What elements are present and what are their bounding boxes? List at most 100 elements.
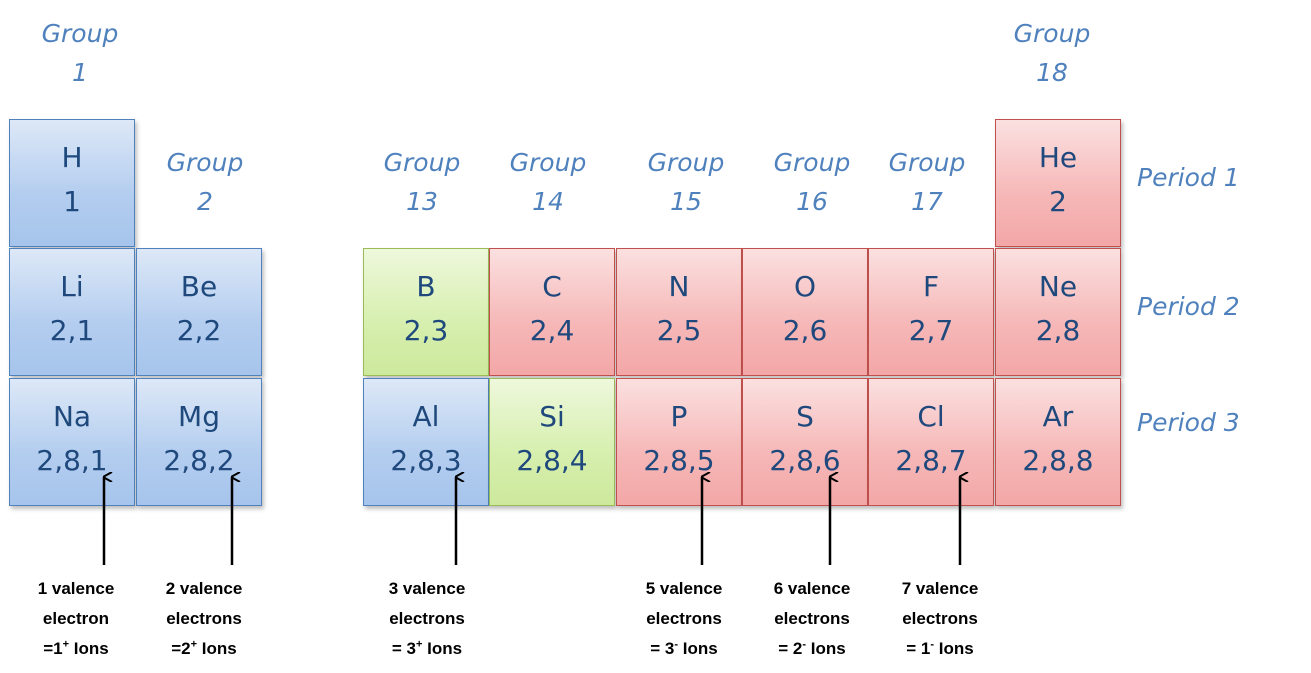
- group-label-1: Group 1: [20, 14, 140, 92]
- note-line: electrons: [902, 609, 978, 628]
- note-line: electrons: [646, 609, 722, 628]
- element-cell-n: N 2,5: [616, 248, 742, 376]
- element-symbol: S: [796, 400, 814, 433]
- note-charge: -: [674, 638, 679, 651]
- element-cell-h: H 1: [9, 119, 135, 247]
- group-word: Group: [383, 148, 461, 177]
- note-prefix: =1: [43, 639, 63, 658]
- element-cell-cl: Cl 2,8,7: [868, 378, 994, 506]
- note-charge: +: [190, 638, 198, 651]
- element-cell-be: Be 2,2: [136, 248, 262, 376]
- element-cell-s: S 2,8,6: [742, 378, 868, 506]
- group-word: Group: [1013, 19, 1091, 48]
- period-label-2: Period 2: [1137, 292, 1240, 321]
- element-symbol: Mg: [178, 400, 220, 433]
- group-label-14: Group 14: [488, 143, 608, 221]
- note-line: electrons: [166, 609, 242, 628]
- note-2-valence: 2 valence electrons =2+ Ions: [139, 574, 269, 664]
- element-config: 2,4: [529, 314, 575, 347]
- group-label-18: Group 18: [992, 14, 1112, 92]
- group-number: 14: [532, 187, 564, 216]
- element-config: 2,8,8: [1022, 444, 1094, 477]
- note-7-valence: 7 valence electrons = 1- Ions: [875, 574, 1005, 664]
- group-number: 17: [911, 187, 943, 216]
- group-label-13: Group 13: [362, 143, 482, 221]
- element-config: 2,8,4: [516, 444, 588, 477]
- element-symbol: He: [1038, 141, 1078, 174]
- note-line: 5 valence: [645, 579, 723, 598]
- period-label-3: Period 3: [1137, 408, 1240, 437]
- note-ion-line: = 1- Ions: [875, 634, 1005, 664]
- element-cell-si: Si 2,8,4: [489, 378, 615, 506]
- note-5-valence: 5 valence electrons = 3- Ions: [619, 574, 749, 664]
- element-symbol: F: [922, 270, 940, 303]
- element-config: 2,8,5: [643, 444, 715, 477]
- note-ion-line: =2+ Ions: [139, 634, 269, 664]
- note-prefix: = 3: [650, 639, 675, 658]
- element-cell-he: He 2: [995, 119, 1121, 247]
- note-charge: -: [930, 638, 935, 651]
- note-line: electrons: [774, 609, 850, 628]
- element-symbol: N: [668, 270, 690, 303]
- element-config: 2,8: [1035, 314, 1081, 347]
- note-line: 1 valence: [37, 579, 115, 598]
- element-cell-ar: Ar 2,8,8: [995, 378, 1121, 506]
- note-suffix: Ions: [422, 639, 463, 658]
- note-line: 6 valence: [773, 579, 851, 598]
- note-ion-line: =1+ Ions: [11, 634, 141, 664]
- element-config: 2,8,7: [895, 444, 967, 477]
- note-suffix: Ions: [69, 639, 109, 658]
- element-symbol: P: [670, 400, 688, 433]
- group-number: 18: [1036, 58, 1068, 87]
- note-line: 2 valence: [165, 579, 243, 598]
- element-symbol: B: [416, 270, 436, 303]
- note-prefix: =2: [171, 639, 191, 658]
- note-suffix: Ions: [678, 639, 718, 658]
- element-config: 2,7: [908, 314, 954, 347]
- group-label-17: Group 17: [867, 143, 987, 221]
- group-word: Group: [166, 148, 244, 177]
- group-word: Group: [773, 148, 851, 177]
- note-3-valence: 3 valence electrons = 3+ Ions: [362, 574, 492, 664]
- element-symbol: Be: [180, 270, 218, 303]
- group-word: Group: [509, 148, 587, 177]
- note-line: 7 valence: [901, 579, 979, 598]
- note-prefix: = 3: [391, 639, 416, 658]
- note-charge: +: [416, 638, 423, 651]
- group-word: Group: [41, 19, 119, 48]
- element-cell-al: Al 2,8,3: [363, 378, 489, 506]
- note-line: 3 valence: [388, 579, 466, 598]
- group-label-16: Group 16: [752, 143, 872, 221]
- element-config: 2,6: [782, 314, 828, 347]
- group-number: 13: [406, 187, 438, 216]
- element-config: 2,8,1: [36, 444, 108, 477]
- note-prefix: = 1: [906, 639, 931, 658]
- note-1-valence: 1 valence electron =1+ Ions: [11, 574, 141, 664]
- group-word: Group: [888, 148, 966, 177]
- group-label-2: Group 2: [145, 143, 265, 221]
- element-cell-ne: Ne 2,8: [995, 248, 1121, 376]
- element-symbol: Ne: [1038, 270, 1078, 303]
- element-config: 2,2: [176, 314, 222, 347]
- element-cell-na: Na 2,8,1: [9, 378, 135, 506]
- note-charge: -: [802, 638, 807, 651]
- element-symbol: Ar: [1042, 400, 1074, 433]
- note-6-valence: 6 valence electrons = 2- Ions: [747, 574, 877, 664]
- element-symbol: Na: [52, 400, 92, 433]
- note-suffix: Ions: [806, 639, 846, 658]
- note-line: electrons: [389, 609, 465, 628]
- element-config: 2,8,3: [390, 444, 462, 477]
- element-config: 2,8,2: [163, 444, 235, 477]
- element-config: 2,5: [656, 314, 702, 347]
- element-symbol: Li: [60, 270, 84, 303]
- element-cell-li: Li 2,1: [9, 248, 135, 376]
- note-ion-line: = 3+ Ions: [362, 634, 492, 664]
- note-charge: +: [62, 638, 70, 651]
- element-cell-f: F 2,7: [868, 248, 994, 376]
- note-prefix: = 2: [778, 639, 803, 658]
- element-cell-p: P 2,8,5: [616, 378, 742, 506]
- element-config: 2: [1049, 185, 1067, 218]
- group-number: 1: [72, 58, 88, 87]
- note-ion-line: = 3- Ions: [619, 634, 749, 664]
